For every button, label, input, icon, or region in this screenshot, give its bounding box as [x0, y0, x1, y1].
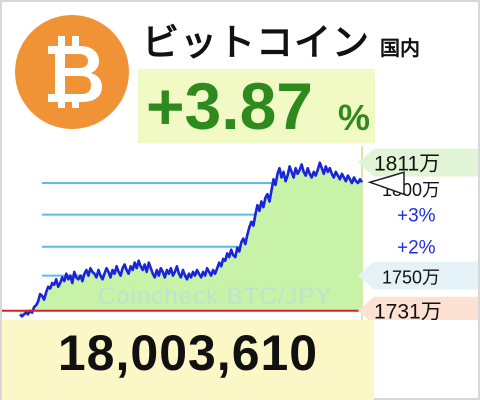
market-label: 国内	[380, 36, 420, 60]
change-panel: +3.87 %	[138, 69, 375, 143]
price-label-2: 1750万	[382, 268, 440, 288]
price-label-0: 1811万	[374, 153, 440, 176]
change-unit: %	[338, 97, 371, 138]
price-line	[19, 161, 364, 318]
percent-label-0: +3%	[397, 206, 436, 227]
change-value: +3.87	[146, 69, 313, 143]
price-area	[20, 162, 362, 317]
price-tag-0	[358, 148, 478, 177]
current-price: 18,003,610	[57, 325, 319, 381]
coin-name: ビットコイン	[142, 21, 370, 64]
percent-label-1: +2%	[397, 238, 436, 259]
price-chart: Coincheck BTC/JPY 1811万1800万1750万1731万+3…	[2, 146, 478, 320]
bitcoin-icon	[15, 15, 129, 129]
price-tag-3	[358, 296, 478, 320]
price-panel: 18,003,610	[2, 320, 374, 400]
current-price-pointer-icon	[367, 171, 405, 196]
watermark: Coincheck BTC/JPY	[98, 283, 332, 310]
price-label-3: 1731万	[374, 301, 442, 320]
price-tag-2	[358, 261, 478, 290]
